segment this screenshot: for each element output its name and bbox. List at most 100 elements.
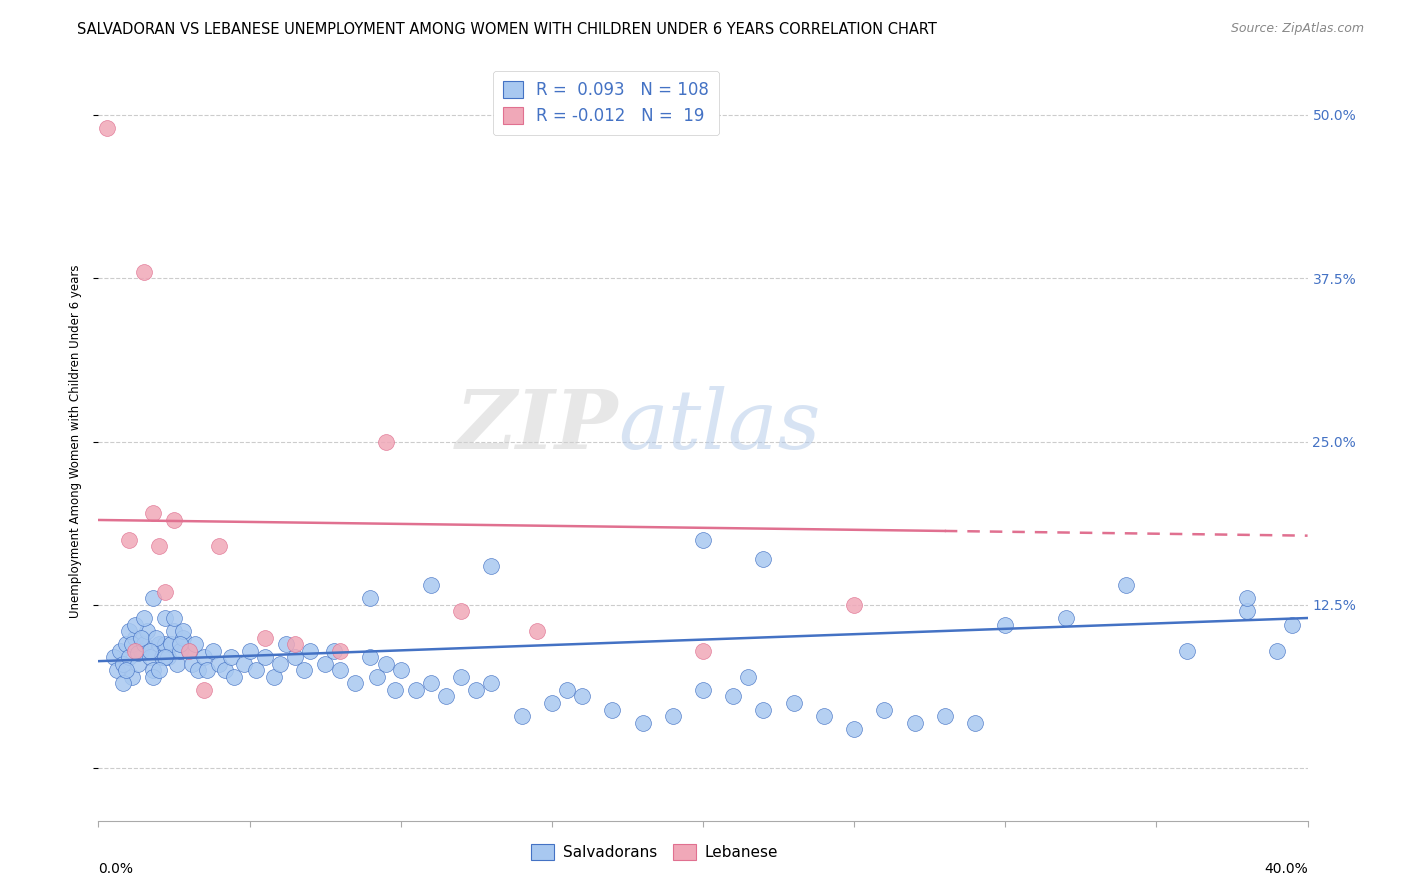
Point: [127, 657, 149, 671]
Point: [481, 558, 503, 573]
Point: [163, 624, 186, 639]
Point: [269, 657, 291, 671]
Point: [329, 663, 352, 677]
Point: [166, 657, 188, 671]
Point: [132, 264, 155, 278]
Point: [121, 637, 143, 651]
Point: [221, 650, 243, 665]
Point: [160, 637, 183, 651]
Point: [344, 676, 367, 690]
Text: Source: ZipAtlas.com: Source: ZipAtlas.com: [1230, 22, 1364, 36]
Point: [965, 715, 987, 730]
Point: [631, 715, 654, 730]
Point: [172, 631, 194, 645]
Point: [904, 715, 927, 730]
Point: [1267, 643, 1289, 657]
Point: [114, 637, 136, 651]
Legend: Salvadorans, Lebanese: Salvadorans, Lebanese: [524, 838, 785, 866]
Point: [692, 533, 714, 547]
Point: [692, 643, 714, 657]
Point: [142, 507, 165, 521]
Point: [540, 696, 562, 710]
Point: [142, 670, 165, 684]
Point: [783, 696, 806, 710]
Point: [172, 624, 194, 639]
Point: [132, 637, 155, 651]
Point: [420, 578, 443, 592]
Point: [145, 631, 167, 645]
Point: [329, 643, 352, 657]
Point: [284, 637, 307, 651]
Point: [323, 643, 346, 657]
Point: [374, 657, 396, 671]
Point: [253, 650, 276, 665]
Point: [169, 643, 191, 657]
Point: [1054, 611, 1077, 625]
Point: [153, 637, 176, 651]
Point: [384, 682, 406, 697]
Point: [150, 650, 173, 665]
Point: [142, 663, 165, 677]
Text: ZIP: ZIP: [456, 386, 619, 467]
Point: [129, 631, 152, 645]
Point: [195, 663, 218, 677]
Text: 0.0%: 0.0%: [98, 863, 134, 876]
Point: [752, 702, 775, 716]
Point: [187, 663, 209, 677]
Point: [405, 682, 427, 697]
Point: [813, 709, 835, 723]
Point: [139, 643, 162, 657]
Point: [148, 539, 170, 553]
Point: [179, 643, 201, 657]
Point: [1281, 617, 1303, 632]
Point: [692, 682, 714, 697]
Point: [360, 650, 382, 665]
Point: [184, 637, 207, 651]
Point: [263, 670, 285, 684]
Point: [118, 624, 141, 639]
Point: [118, 650, 141, 665]
Point: [153, 611, 176, 625]
Point: [752, 552, 775, 566]
Point: [239, 643, 262, 657]
Point: [181, 657, 204, 671]
Point: [844, 722, 866, 736]
Point: [153, 585, 176, 599]
Point: [420, 676, 443, 690]
Point: [1115, 578, 1137, 592]
Point: [148, 663, 170, 677]
Point: [139, 650, 162, 665]
Point: [555, 682, 578, 697]
Point: [105, 663, 128, 677]
Point: [284, 650, 307, 665]
Point: [121, 670, 143, 684]
Point: [1236, 591, 1258, 606]
Point: [292, 663, 315, 677]
Point: [481, 676, 503, 690]
Point: [232, 657, 254, 671]
Point: [108, 643, 131, 657]
Point: [389, 663, 412, 677]
Point: [450, 605, 472, 619]
Point: [214, 663, 236, 677]
Y-axis label: Unemployment Among Women with Children Under 6 years: Unemployment Among Women with Children U…: [69, 265, 83, 618]
Point: [299, 643, 322, 657]
Point: [142, 591, 165, 606]
Point: [526, 624, 548, 639]
Point: [571, 690, 593, 704]
Point: [450, 670, 472, 684]
Point: [193, 682, 215, 697]
Point: [208, 657, 231, 671]
Point: [135, 624, 157, 639]
Point: [510, 709, 533, 723]
Point: [723, 690, 745, 704]
Point: [1236, 605, 1258, 619]
Text: atlas: atlas: [619, 386, 821, 467]
Point: [111, 657, 134, 671]
Point: [156, 650, 179, 665]
Point: [111, 676, 134, 690]
Point: [129, 643, 152, 657]
Point: [602, 702, 624, 716]
Point: [96, 120, 118, 135]
Point: [148, 637, 170, 651]
